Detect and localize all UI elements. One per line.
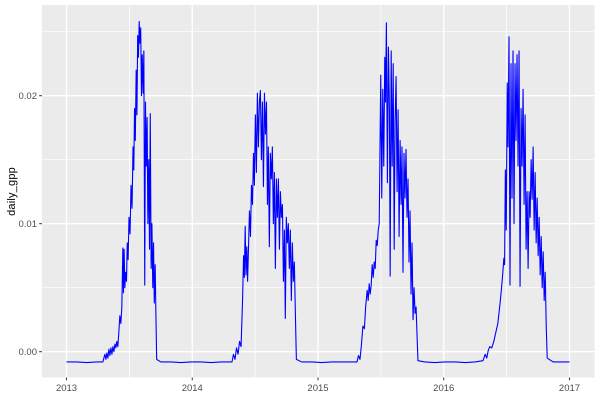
series-line-daily_gpp [66,20,570,364]
y-tick-label: 0.00 [19,347,38,358]
x-tick-label: 2015 [307,383,328,394]
x-tick-label: 2014 [182,383,203,394]
x-tick-label: 2017 [559,383,580,394]
x-tick-label: 2013 [56,383,77,394]
y-tick-label: 0.01 [19,219,38,230]
x-tick-label: 2016 [433,383,454,394]
y-tick-label: 0.02 [19,91,38,102]
